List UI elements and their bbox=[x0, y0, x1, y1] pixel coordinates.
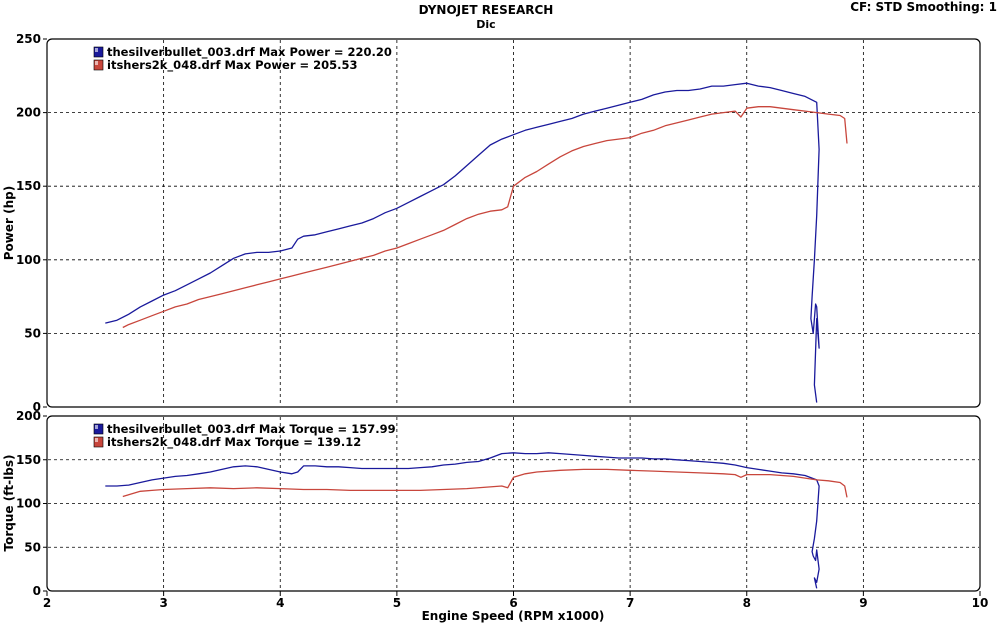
power-legend-swatch-1 bbox=[94, 47, 103, 57]
x-axis-label: Engine Speed (RPM x1000) bbox=[422, 609, 605, 623]
torque-legend-swatch-2 bbox=[94, 437, 103, 447]
xtick-label: 10 bbox=[972, 596, 989, 610]
power-ytick-label: 50 bbox=[24, 326, 41, 340]
xtick-label: 5 bbox=[393, 596, 401, 610]
torque-ytick-label: 0 bbox=[33, 584, 41, 598]
torque-ytick-label: 150 bbox=[16, 453, 41, 467]
xtick-label: 7 bbox=[626, 596, 634, 610]
torque-ytick-label: 200 bbox=[16, 409, 41, 423]
power-ytick-label: 200 bbox=[16, 106, 41, 120]
torque-legend-swatch-1 bbox=[94, 424, 103, 434]
xtick-label: 9 bbox=[859, 596, 867, 610]
torque-ytick-label: 50 bbox=[24, 540, 41, 554]
xtick-label: 8 bbox=[743, 596, 751, 610]
xtick-label: 6 bbox=[509, 596, 517, 610]
power-ytick-label: 150 bbox=[16, 179, 41, 193]
power-legend-swatch-2 bbox=[94, 60, 103, 70]
power-legend-label-2: itshers2k_048.drf Max Power = 205.53 bbox=[107, 58, 358, 73]
power-ytick-label: 250 bbox=[16, 32, 41, 46]
xtick-label: 2 bbox=[43, 596, 51, 610]
torque-axis-label: Torque (ft-lbs) bbox=[2, 455, 16, 552]
torque-legend-label-2: itshers2k_048.drf Max Torque = 139.12 bbox=[107, 435, 361, 450]
xtick-label: 3 bbox=[159, 596, 167, 610]
torque-panel: 0 50 100 150 200 2 3 4 5 6 7 8 9 10 thesilverbullet_… bbox=[2, 409, 988, 623]
power-ytick-label: 100 bbox=[16, 253, 41, 267]
torque-ytick-label: 100 bbox=[16, 497, 41, 511]
power-axis-label: Power (hp) bbox=[2, 186, 16, 260]
power-legend: thesilverbullet_003.drf Max Power = 220.… bbox=[94, 45, 392, 73]
xtick-label: 4 bbox=[276, 596, 284, 610]
torque-legend: thesilverbullet_003.drf Max Torque = 157… bbox=[94, 422, 396, 450]
